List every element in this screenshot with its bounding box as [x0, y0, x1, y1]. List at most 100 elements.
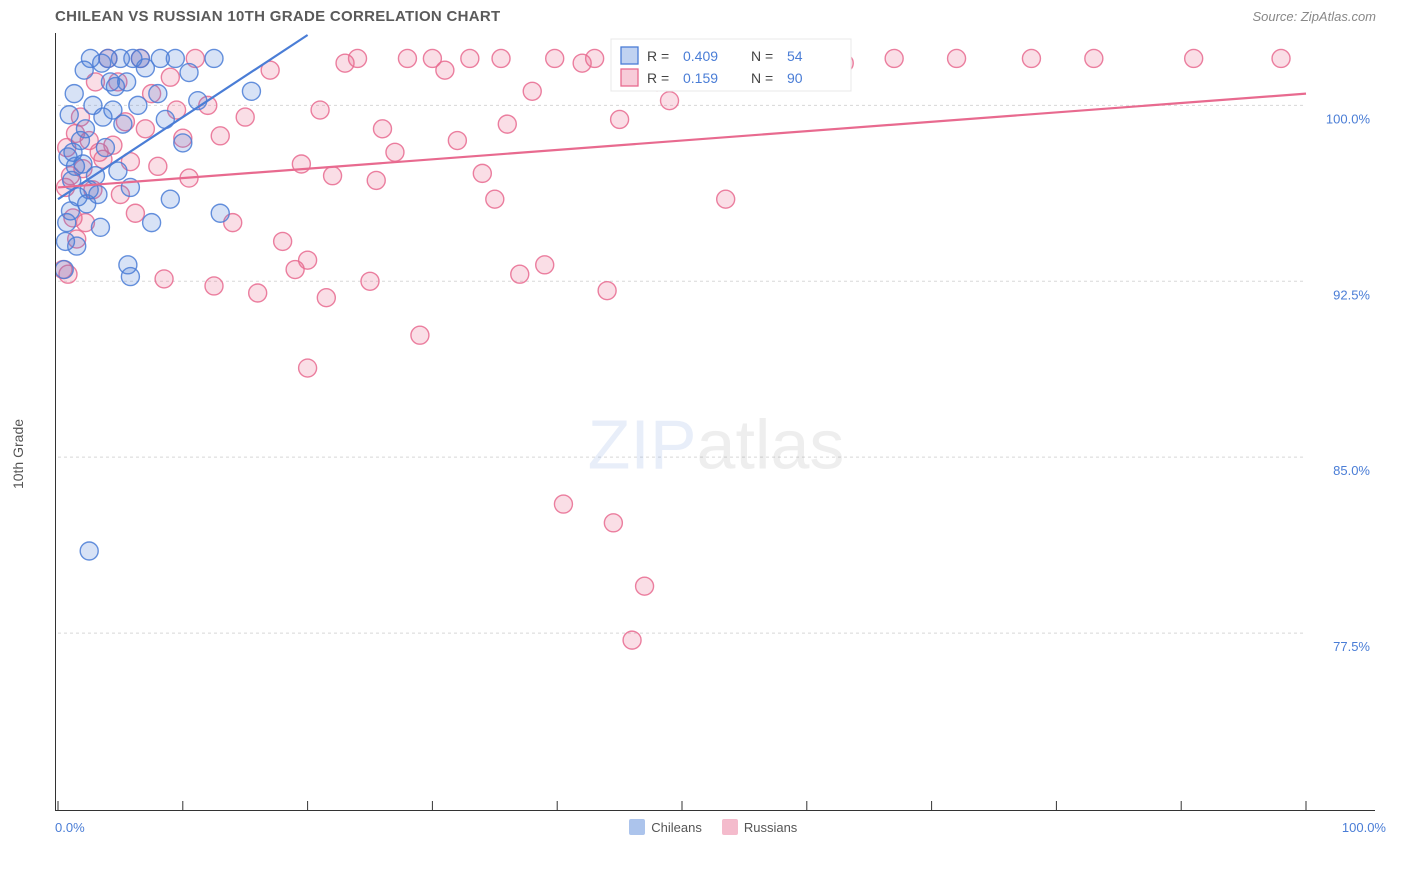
- legend-swatch: [722, 819, 738, 835]
- data-point: [1272, 49, 1290, 67]
- source-label: Source: ZipAtlas.com: [1252, 9, 1386, 24]
- data-point: [461, 49, 479, 67]
- data-point: [317, 289, 335, 307]
- legend-n-value: 90: [787, 70, 803, 86]
- data-point: [361, 272, 379, 290]
- data-point: [717, 190, 735, 208]
- data-point: [604, 514, 622, 532]
- y-axis-label: 10th Grade: [10, 419, 26, 489]
- data-point: [236, 108, 254, 126]
- data-point: [89, 185, 107, 203]
- data-point: [211, 204, 229, 222]
- data-point: [1085, 49, 1103, 67]
- data-point: [498, 115, 516, 133]
- legend-item: Chileans: [629, 819, 702, 835]
- data-point: [546, 49, 564, 67]
- data-point: [118, 73, 136, 91]
- data-point: [274, 232, 292, 250]
- legend-r-value: 0.159: [683, 70, 718, 86]
- data-point: [299, 359, 317, 377]
- data-point: [885, 49, 903, 67]
- data-point: [166, 49, 184, 67]
- scatter-plot: 77.5% 85.0% 92.5% 100.0% ZIPatlas R = 0.409 N =…: [55, 33, 1375, 811]
- legend-swatch: [629, 819, 645, 835]
- y-tick-label: 77.5%: [1333, 639, 1370, 654]
- y-tick-label: 100.0%: [1326, 111, 1371, 126]
- chart-title: CHILEAN VS RUSSIAN 10TH GRADE CORRELATIO…: [55, 8, 501, 25]
- legend-label: Russians: [744, 820, 797, 835]
- data-point: [661, 92, 679, 110]
- data-point: [136, 120, 154, 138]
- data-point: [65, 85, 83, 103]
- legend-n-label: N =: [751, 48, 773, 64]
- legend-r-label: R =: [647, 70, 669, 86]
- data-point: [205, 49, 223, 67]
- data-point: [492, 49, 510, 67]
- data-point: [114, 115, 132, 133]
- legend-r-label: R =: [647, 48, 669, 64]
- data-point: [436, 61, 454, 79]
- legend-r-value: 0.409: [683, 48, 718, 64]
- chart-area: 77.5% 85.0% 92.5% 100.0% ZIPatlas R = 0.409 N =…: [55, 33, 1386, 811]
- data-point: [373, 120, 391, 138]
- y-tick-label: 85.0%: [1333, 463, 1370, 478]
- legend-swatch: [621, 69, 638, 86]
- data-point: [473, 164, 491, 182]
- legend-label: Chileans: [651, 820, 702, 835]
- data-point: [91, 218, 109, 236]
- data-point: [1185, 49, 1203, 67]
- data-point: [448, 132, 466, 150]
- data-point: [299, 251, 317, 269]
- data-point: [249, 284, 267, 302]
- data-point: [554, 495, 572, 513]
- data-point: [242, 82, 260, 100]
- data-point: [80, 542, 98, 560]
- data-point: [55, 261, 73, 279]
- data-point: [611, 110, 629, 128]
- data-point: [598, 282, 616, 300]
- data-point: [311, 101, 329, 119]
- data-point: [143, 214, 161, 232]
- legend-item: Russians: [722, 819, 797, 835]
- data-point: [180, 64, 198, 82]
- data-point: [349, 49, 367, 67]
- data-point: [536, 256, 554, 274]
- data-point: [386, 143, 404, 161]
- data-point: [367, 171, 385, 189]
- watermark: ZIPatlas: [588, 406, 845, 484]
- data-point: [586, 49, 604, 67]
- x-axis-max-label: 100.0%: [1342, 820, 1386, 835]
- data-point: [324, 167, 342, 185]
- data-point: [149, 157, 167, 175]
- data-point: [948, 49, 966, 67]
- data-point: [398, 49, 416, 67]
- data-point: [511, 265, 529, 283]
- data-point: [211, 127, 229, 145]
- data-point: [623, 631, 641, 649]
- legend-swatch: [621, 47, 638, 64]
- data-point: [205, 277, 223, 295]
- y-tick-label: 92.5%: [1333, 287, 1370, 302]
- data-point: [1022, 49, 1040, 67]
- data-point: [126, 204, 144, 222]
- data-point: [636, 577, 654, 595]
- legend-n-label: N =: [751, 70, 773, 86]
- data-point: [149, 85, 167, 103]
- data-point: [486, 190, 504, 208]
- data-point: [121, 268, 139, 286]
- data-point: [523, 82, 541, 100]
- legend-n-value: 54: [787, 48, 803, 64]
- data-point: [129, 96, 147, 114]
- series-legend: Chileans Russians: [629, 819, 797, 835]
- data-point: [161, 68, 179, 86]
- data-point: [174, 134, 192, 152]
- data-point: [155, 270, 173, 288]
- data-point: [411, 326, 429, 344]
- data-point: [60, 106, 78, 124]
- data-point: [96, 139, 114, 157]
- bottom-legend: 0.0% Chileans Russians 100.0%: [55, 819, 1386, 835]
- x-axis-min-label: 0.0%: [55, 820, 85, 835]
- data-point: [76, 120, 94, 138]
- data-point: [161, 190, 179, 208]
- data-point: [68, 237, 86, 255]
